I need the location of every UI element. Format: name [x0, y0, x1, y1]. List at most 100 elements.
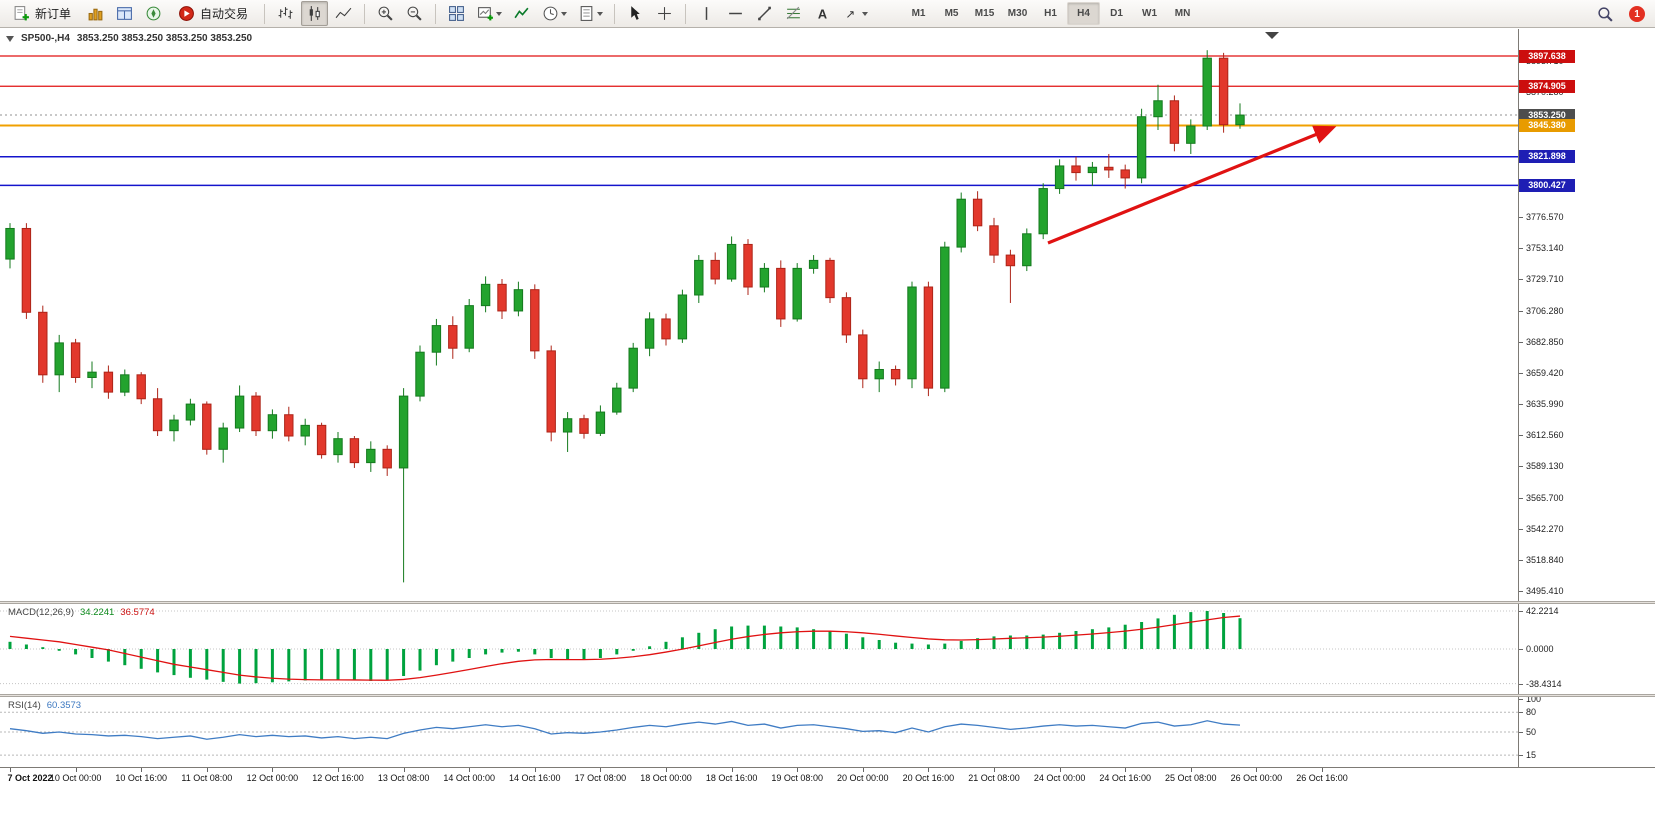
- bar-chart-icon[interactable]: [272, 1, 299, 26]
- time-tick-mark: [206, 768, 208, 772]
- timeframe-h4[interactable]: H4: [1067, 2, 1101, 25]
- chevron-down-icon: [495, 11, 502, 16]
- rsi-axis-tick: [1519, 755, 1523, 757]
- candle-body: [1005, 254, 1016, 267]
- candle-body: [1120, 169, 1130, 179]
- candle-body: [120, 374, 130, 393]
- candle-body: [595, 411, 606, 434]
- timeframe-h1[interactable]: H1: [1044, 8, 1057, 19]
- timeframe-m5[interactable]: M5: [944, 8, 959, 19]
- toolbar-separator: [364, 3, 366, 24]
- one-click-trading-toggle[interactable]: [6, 35, 14, 42]
- timeframe-m1[interactable]: M1: [911, 8, 926, 19]
- trend-arrow-annotation[interactable]: [1047, 125, 1337, 245]
- rsi-indicator-label: RSI(14) 60.3573: [8, 700, 81, 711]
- timeframe-w1[interactable]: W1: [1142, 8, 1158, 19]
- candle-body: [497, 283, 507, 312]
- timeframe-group: M1 M5 M15 M30 H1 H4 D1 W1 MN: [902, 2, 1199, 25]
- time-label: 20 Oct 16:00: [902, 773, 955, 783]
- time-label: 19 Oct 08:00: [771, 773, 823, 783]
- time-tick-mark: [928, 768, 930, 772]
- vertical-line-tool-icon[interactable]: [693, 1, 720, 26]
- candle-body: [382, 448, 392, 469]
- panel-splitter[interactable]: [0, 694, 1655, 697]
- price-tick-mark: [1519, 435, 1523, 437]
- price-tick-label: 3753.140: [1526, 243, 1564, 254]
- text-tool-icon[interactable]: A: [809, 1, 836, 26]
- indicators-list-icon[interactable]: [508, 1, 535, 26]
- candlestick-chart-icon[interactable]: [301, 1, 329, 26]
- candle-body: [1071, 165, 1081, 174]
- candle-body: [1235, 114, 1245, 126]
- rsi-line: [9, 720, 1241, 740]
- candle-body: [103, 371, 114, 393]
- notification-badge[interactable]: 1: [1629, 6, 1645, 22]
- new-order-button[interactable]: 新订单: [4, 1, 80, 27]
- charts-icon[interactable]: [82, 1, 109, 26]
- horizontal-line-tool-icon[interactable]: [722, 1, 749, 26]
- cursor-icon[interactable]: [622, 1, 649, 26]
- price-line-label: 3897.638: [1519, 49, 1575, 63]
- time-label: 20 Oct 00:00: [837, 773, 889, 783]
- autotrade-button[interactable]: 自动交易: [169, 1, 257, 27]
- candle-body: [940, 246, 950, 389]
- candle-body: [808, 259, 819, 269]
- time-label: 26 Oct 00:00: [1230, 773, 1283, 783]
- rsi-axis-label: 80: [1526, 707, 1537, 718]
- timeframe-m30[interactable]: M30: [1007, 8, 1028, 19]
- macd-axis-tick: [1519, 683, 1523, 685]
- candle-body: [694, 259, 704, 296]
- price-tick-mark: [1519, 279, 1523, 281]
- tile-windows-icon[interactable]: [443, 1, 470, 26]
- market-watch-icon[interactable]: [111, 1, 138, 26]
- rsi-axis-label: 100: [1526, 694, 1542, 704]
- candle-body: [710, 259, 720, 280]
- price-tick-label: 3776.570: [1526, 212, 1564, 223]
- candle-body: [1169, 100, 1180, 144]
- time-tick-mark: [1190, 768, 1192, 772]
- price-line-label: 3821.898: [1519, 150, 1575, 164]
- time-tick-mark: [338, 768, 339, 772]
- timeframe-m15[interactable]: M15: [974, 8, 995, 19]
- candle-body: [579, 418, 589, 434]
- arrows-tool-icon[interactable]: ↗: [838, 1, 872, 26]
- candle-body: [267, 414, 278, 432]
- time-label: 24 Oct 00:00: [1033, 773, 1086, 783]
- price-tick-label: 3612.560: [1526, 430, 1564, 441]
- candle-body: [841, 297, 852, 336]
- time-tick-mark: [1256, 768, 1258, 772]
- ohlc-values: 3853.250 3853.250 3853.250 3853.250: [76, 33, 253, 44]
- new-order-icon: [14, 6, 29, 21]
- time-tick-mark: [534, 768, 536, 772]
- macd-axis-label: -38.4314: [1526, 678, 1562, 689]
- price-tick-label: 3659.420: [1526, 367, 1564, 378]
- panel-splitter[interactable]: [0, 601, 1655, 604]
- candle-body: [1054, 165, 1065, 190]
- candle-body: [366, 448, 376, 464]
- symbol-period-label: SP500-,H4: [21, 33, 70, 44]
- time-tick-mark: [1059, 768, 1061, 772]
- candle-body: [1087, 166, 1098, 174]
- price-tick-label: 3589.130: [1526, 461, 1564, 472]
- templates-icon[interactable]: [573, 1, 607, 26]
- line-chart-icon[interactable]: [330, 1, 357, 26]
- candle-body: [612, 387, 622, 413]
- fibonacci-tool-icon[interactable]: [780, 1, 807, 26]
- macd-chart: [0, 610, 1518, 685]
- chart-shift-marker[interactable]: [1265, 32, 1279, 39]
- timeframe-mn[interactable]: MN: [1174, 8, 1191, 19]
- crosshair-icon[interactable]: [651, 1, 678, 26]
- candle-body: [726, 243, 737, 280]
- time-axis[interactable]: 7 Oct 2022 10 Oct 00:00 10 Oct 16:00 11 Oct…: [0, 767, 1655, 828]
- new-chart-icon[interactable]: [472, 1, 506, 26]
- zoom-in-icon[interactable]: [372, 1, 399, 26]
- price-axis[interactable]: 3893.7103870.2803776.5703753.1403729.710…: [1518, 29, 1655, 767]
- zoom-out-icon[interactable]: [401, 1, 428, 26]
- timeframe-d1[interactable]: D1: [1110, 8, 1123, 19]
- time-tick-mark: [666, 768, 667, 772]
- search-icon[interactable]: [1592, 2, 1619, 27]
- periods-icon[interactable]: [537, 1, 571, 26]
- trendline-tool-icon[interactable]: [751, 1, 778, 26]
- navigator-icon[interactable]: [140, 1, 167, 26]
